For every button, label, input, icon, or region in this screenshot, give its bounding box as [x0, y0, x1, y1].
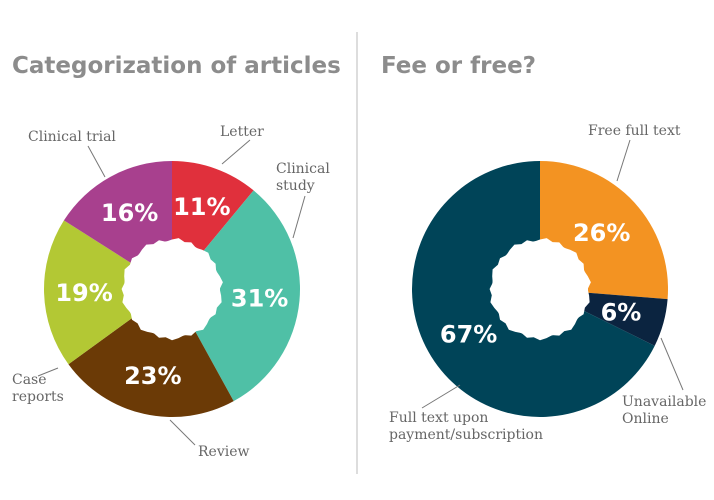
slice-clinical-trial: [63, 161, 172, 264]
slice-value-full-text-upon-payment-subscription: 67%: [440, 320, 497, 348]
leader-line-clinical-study: [292, 195, 306, 239]
slice-value-clinical-trial: 16%: [101, 199, 158, 227]
chart-title-categorization: Categorization of articles: [12, 53, 341, 79]
slice-value-unavailable-online: 6%: [601, 298, 642, 326]
category-label-free-full-text: Free full text: [588, 123, 681, 139]
leader-line-letter: [221, 139, 251, 165]
donut-hole: [121, 238, 223, 341]
slice-free-full-text: [540, 161, 668, 300]
slice-unavailable-online: [583, 292, 668, 346]
category-label-letter: Letter: [220, 124, 264, 140]
category-label-case-reports: Case: [12, 372, 47, 388]
leader-line-review: [169, 419, 196, 446]
slice-clinical-study: [195, 190, 301, 402]
leader-line-case-reports: [37, 367, 59, 377]
category-label-unavailable-online: Online: [622, 411, 669, 427]
category-label-full-text-upon-payment-subscription: payment/subscription: [389, 427, 543, 443]
leader-line-full-text-upon-payment-subscription: [421, 384, 461, 409]
chart-title-fee-or-free: Fee or free?: [381, 53, 536, 79]
slice-value-case-reports: 19%: [55, 279, 112, 307]
category-label-full-text-upon-payment-subscription: Full text upon: [389, 410, 488, 426]
category-label-case-reports: reports: [12, 389, 64, 405]
slice-value-review: 23%: [124, 362, 181, 390]
category-label-clinical-study: study: [276, 178, 315, 194]
slice-value-free-full-text: 26%: [573, 219, 630, 247]
slice-review: [68, 317, 234, 418]
leader-line-free-full-text: [616, 139, 631, 182]
category-label-clinical-trial: Clinical trial: [28, 129, 116, 145]
slice-value-letter: 11%: [173, 193, 230, 221]
leader-line-unavailable-online: [660, 337, 684, 391]
donut-hole: [489, 238, 591, 341]
slice-case-reports: [44, 220, 134, 365]
category-label-unavailable-online: Unavailable: [622, 394, 706, 410]
category-label-review: Review: [198, 444, 249, 460]
slice-full-text-upon-payment-subscription: [411, 161, 655, 417]
slice-value-clinical-study: 31%: [231, 284, 288, 312]
category-label-clinical-study: Clinical: [276, 161, 330, 177]
leader-line-clinical-trial: [87, 145, 106, 178]
slice-letter: [172, 161, 254, 253]
